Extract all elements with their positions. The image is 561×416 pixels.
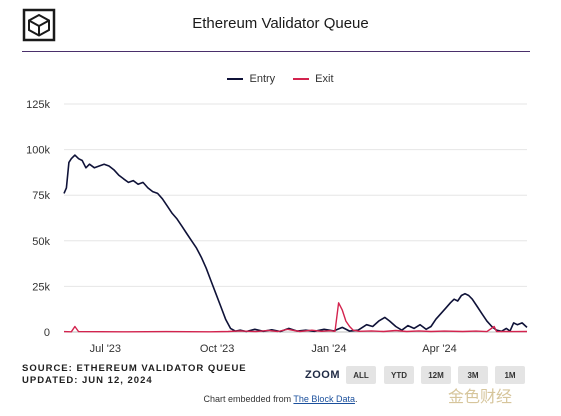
x-tick-label: Oct '23: [200, 343, 235, 355]
y-tick-label: 50k: [32, 236, 50, 248]
source-label: SOURCE: ETHEREUM VALIDATOR QUEUE: [22, 363, 247, 374]
footer-suffix: .: [354, 394, 358, 404]
y-tick-label: 0: [44, 327, 50, 339]
zoom-button-ytd[interactable]: YTD: [384, 366, 414, 384]
legend-swatch-exit: [293, 78, 310, 80]
zoom-button-12m[interactable]: 12M: [421, 366, 451, 384]
title-divider: [22, 51, 530, 52]
watermark-text: 金色财经: [448, 389, 513, 406]
y-tick-label: 100k: [26, 145, 50, 157]
updated-label: UPDATED: JUN 12, 2024: [22, 375, 153, 386]
x-tick-label: Apr '24: [422, 343, 457, 355]
y-tick-label: 25k: [32, 281, 50, 293]
zoom-button-3m[interactable]: 3M: [458, 366, 488, 384]
embed-footer: Chart embedded from The Block Data.: [0, 394, 561, 404]
x-tick-label: Jul '23: [90, 343, 121, 355]
zoom-button-1m[interactable]: 1M: [495, 366, 525, 384]
the-block-data-link[interactable]: The Block Data: [293, 394, 355, 404]
y-tick-label: 125k: [26, 99, 50, 111]
chart-legend: Entry Exit: [0, 73, 561, 85]
x-tick-label: Jan '24: [311, 343, 346, 355]
chart-title: Ethereum Validator Queue: [192, 15, 369, 32]
legend-label-exit: Exit: [315, 73, 334, 85]
footer-prefix: Chart embedded from: [203, 394, 294, 404]
the-block-logo-icon[interactable]: [22, 8, 56, 42]
source-note: SOURCE: ETHEREUM VALIDATOR QUEUE UPDATED…: [22, 363, 247, 387]
legend-item-entry[interactable]: Entry: [227, 73, 275, 85]
legend-label-entry: Entry: [249, 73, 276, 85]
zoom-label: ZOOM: [305, 369, 340, 381]
legend-item-exit[interactable]: Exit: [293, 73, 334, 85]
zoom-button-all[interactable]: ALL: [346, 366, 376, 384]
y-tick-label: 75k: [32, 190, 50, 202]
series-line-entry: [63, 154, 528, 333]
series-line-exit: [63, 302, 528, 333]
legend-swatch-entry: [227, 78, 244, 80]
